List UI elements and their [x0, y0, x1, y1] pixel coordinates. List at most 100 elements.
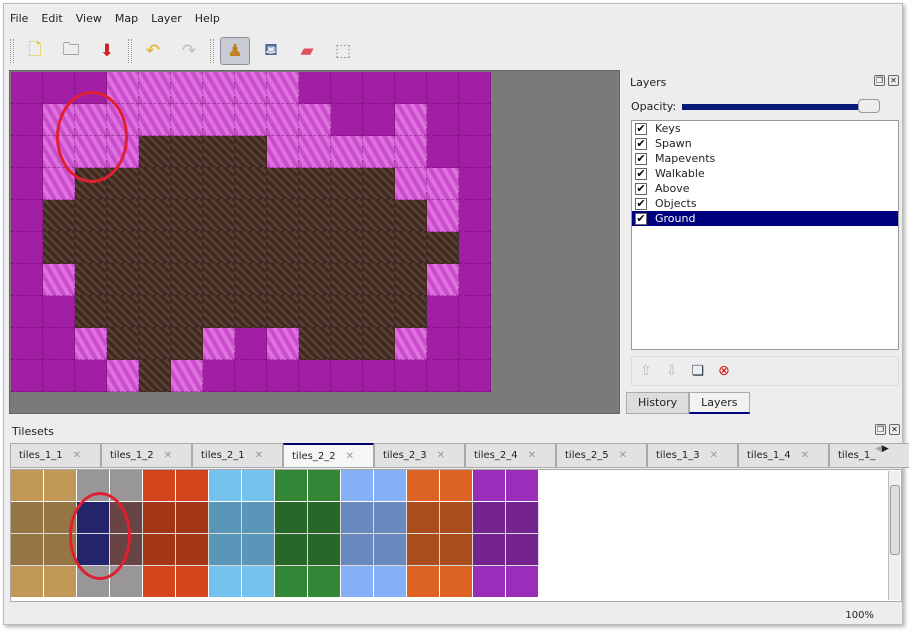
map-tile[interactable]	[267, 296, 299, 328]
tile-swatch[interactable]	[374, 566, 407, 598]
tileset-tab[interactable]: tiles_1_2 ✕	[101, 443, 192, 468]
tile-swatch[interactable]	[242, 534, 275, 566]
visibility-checkbox[interactable]: ✔	[635, 121, 647, 135]
map-tile[interactable]	[427, 328, 459, 360]
tile-swatch[interactable]	[11, 502, 44, 534]
vertical-scrollbar[interactable]	[888, 471, 900, 600]
map-tile[interactable]	[299, 200, 331, 232]
save-icon[interactable]: ⬇	[99, 41, 115, 61]
map-tile[interactable]	[203, 296, 235, 328]
stamp-brush-icon[interactable]: ♟	[220, 37, 250, 65]
tile-swatch[interactable]	[407, 470, 440, 502]
map-tile[interactable]	[395, 232, 427, 264]
toolbar-handle[interactable]	[10, 39, 14, 63]
map-tile[interactable]	[299, 360, 331, 392]
map-tile[interactable]	[459, 328, 491, 360]
tile-swatch[interactable]	[374, 470, 407, 502]
map-tile[interactable]	[75, 328, 107, 360]
map-tile[interactable]	[459, 72, 491, 104]
map-tile[interactable]	[43, 264, 75, 296]
menu-map[interactable]: Map	[114, 12, 139, 25]
map-tile[interactable]	[267, 360, 299, 392]
map-tile[interactable]	[331, 328, 363, 360]
map-tile[interactable]	[395, 104, 427, 136]
map-tile[interactable]	[203, 232, 235, 264]
map-tile[interactable]	[459, 136, 491, 168]
map-tile[interactable]	[267, 232, 299, 264]
tileset-tab[interactable]: tiles_2_4 ✕	[465, 443, 556, 468]
map-tile[interactable]	[299, 264, 331, 296]
visibility-checkbox[interactable]: ✔	[635, 181, 647, 195]
map-tile[interactable]	[11, 296, 43, 328]
tab-scroll-right-icon[interactable]: ▶	[881, 444, 889, 454]
visibility-checkbox[interactable]: ✔	[635, 136, 647, 150]
map-tile[interactable]	[395, 136, 427, 168]
map-tile[interactable]	[171, 232, 203, 264]
tab-history[interactable]: History	[626, 392, 690, 414]
close-icon[interactable]: ✕	[888, 75, 899, 86]
tileset-tab[interactable]: tiles_2_5 ✕	[556, 443, 647, 468]
tile-swatch[interactable]	[341, 502, 374, 534]
map-tile[interactable]	[43, 328, 75, 360]
map-tile[interactable]	[171, 360, 203, 392]
close-icon[interactable]: ✕	[889, 424, 900, 435]
tile-swatch[interactable]	[275, 470, 308, 502]
tileset-tab[interactable]: tiles_1_3 ✕	[647, 443, 738, 468]
map-tile[interactable]	[235, 200, 267, 232]
tab-layers[interactable]: Layers	[689, 392, 750, 414]
map-tile[interactable]	[459, 232, 491, 264]
map-tile[interactable]	[75, 264, 107, 296]
tile-swatch[interactable]	[110, 470, 143, 502]
map-tile[interactable]	[395, 168, 427, 200]
map-tile[interactable]	[299, 72, 331, 104]
map-tile[interactable]	[171, 200, 203, 232]
map-tile[interactable]	[427, 136, 459, 168]
tile-swatch[interactable]	[506, 566, 539, 598]
tile-swatch[interactable]	[308, 534, 341, 566]
close-tab-icon[interactable]: ✕	[72, 450, 81, 461]
menu-layer[interactable]: Layer	[151, 12, 182, 25]
layer-item[interactable]: ✔ Above	[632, 181, 898, 196]
map-tile[interactable]	[331, 168, 363, 200]
map-tile[interactable]	[459, 360, 491, 392]
tile-swatch[interactable]	[275, 502, 308, 534]
visibility-checkbox[interactable]: ✔	[635, 196, 647, 210]
map-tile[interactable]	[43, 72, 75, 104]
map-tile[interactable]	[235, 168, 267, 200]
tileset-tab[interactable]: tiles_1_1 ✕	[10, 443, 101, 468]
close-tab-icon[interactable]: ✕	[527, 450, 536, 461]
tile-swatch[interactable]	[407, 566, 440, 598]
map-tile[interactable]	[139, 296, 171, 328]
map-tile[interactable]	[171, 296, 203, 328]
map-tile[interactable]	[459, 296, 491, 328]
map-tile[interactable]	[459, 200, 491, 232]
menu-edit[interactable]: Edit	[41, 12, 63, 25]
tile-swatch[interactable]	[176, 566, 209, 598]
map-grid[interactable]	[11, 72, 491, 392]
map-tile[interactable]	[235, 328, 267, 360]
map-tile[interactable]	[395, 200, 427, 232]
map-tile[interactable]	[107, 296, 139, 328]
map-tile[interactable]	[171, 264, 203, 296]
map-tile[interactable]	[331, 72, 363, 104]
layer-item[interactable]: ✔ Keys	[632, 121, 898, 136]
map-tile[interactable]	[11, 360, 43, 392]
tileset-tab[interactable]: tiles_1_4 ✕	[738, 443, 829, 468]
map-tile[interactable]	[363, 264, 395, 296]
map-tile[interactable]	[139, 72, 171, 104]
map-tile[interactable]	[331, 296, 363, 328]
tile-swatch[interactable]	[341, 566, 374, 598]
tile-swatch[interactable]	[242, 502, 275, 534]
map-tile[interactable]	[267, 136, 299, 168]
tile-swatch[interactable]	[176, 470, 209, 502]
delete-icon[interactable]: ⊗	[718, 363, 730, 379]
map-tile[interactable]	[235, 136, 267, 168]
map-tile[interactable]	[11, 232, 43, 264]
layer-item[interactable]: ✔ Mapevents	[632, 151, 898, 166]
tile-swatch[interactable]	[341, 470, 374, 502]
map-tile[interactable]	[235, 72, 267, 104]
tileset-tab[interactable]: tiles_2_1 ✕	[192, 443, 283, 468]
map-tile[interactable]	[459, 104, 491, 136]
map-tile[interactable]	[363, 328, 395, 360]
map-tile[interactable]	[139, 136, 171, 168]
